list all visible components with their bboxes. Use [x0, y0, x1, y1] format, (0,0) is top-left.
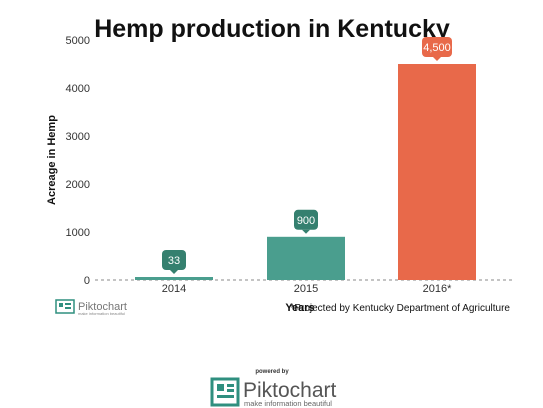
- y-axis-label: Acreage in Hemp: [46, 115, 58, 205]
- small-logo-text: Piktochart: [78, 301, 127, 313]
- piktochart-small-logo: Piktochart make information beautiful: [55, 299, 127, 316]
- data-label-text: 33: [168, 255, 180, 267]
- data-label-bubble: [294, 209, 318, 230]
- footnote: *Projected by Kentucky Department of Agr…: [290, 303, 510, 314]
- y-tick-label: 1000: [66, 227, 90, 239]
- y-tick-label: 0: [84, 275, 90, 287]
- y-tick-label: 5000: [66, 35, 90, 47]
- data-label-text: 4,500: [423, 42, 451, 54]
- y-tick-label: 3000: [66, 131, 90, 143]
- bar: [135, 277, 213, 280]
- data-label-text: 900: [297, 215, 315, 227]
- data-label-bubble: [422, 37, 452, 57]
- data-label: 33: [162, 250, 186, 274]
- y-tick-label: 2000: [66, 179, 90, 191]
- x-tick-label: 2014: [162, 283, 186, 295]
- logo-tagline: make information beautiful: [244, 399, 332, 408]
- chart-title: Hemp production in Kentucky: [94, 15, 450, 43]
- piktochart-small-logo-icon: [55, 299, 75, 314]
- data-labels: 33 900 4,500: [162, 37, 452, 274]
- data-label: 900: [294, 209, 318, 234]
- y-axis-ticks: 0 1000 2000 3000 4000 5000: [66, 35, 90, 287]
- x-tick-label: 2016*: [423, 283, 452, 295]
- y-tick-label: 4000: [66, 83, 90, 95]
- small-logo-tagline: make information beautiful: [78, 311, 125, 316]
- data-label-pointer: [170, 270, 178, 274]
- data-label-pointer: [302, 229, 310, 234]
- data-label-bubble: [162, 250, 186, 270]
- data-label-pointer: [433, 57, 441, 61]
- powered-by-text: powered by: [255, 369, 289, 375]
- logo-text: Piktochart: [243, 379, 337, 402]
- x-tick-label: 2015: [294, 283, 318, 295]
- bar: [267, 236, 345, 280]
- x-axis-ticks: 2014 2015 2016*: [162, 283, 452, 295]
- bar: [398, 64, 476, 280]
- bars: [135, 64, 476, 280]
- piktochart-logo-icon: [210, 377, 240, 407]
- data-label: 4,500: [422, 37, 452, 61]
- powered-by-logo: powered by Piktochart make information b…: [210, 369, 337, 408]
- x-axis-label: Years: [285, 302, 314, 314]
